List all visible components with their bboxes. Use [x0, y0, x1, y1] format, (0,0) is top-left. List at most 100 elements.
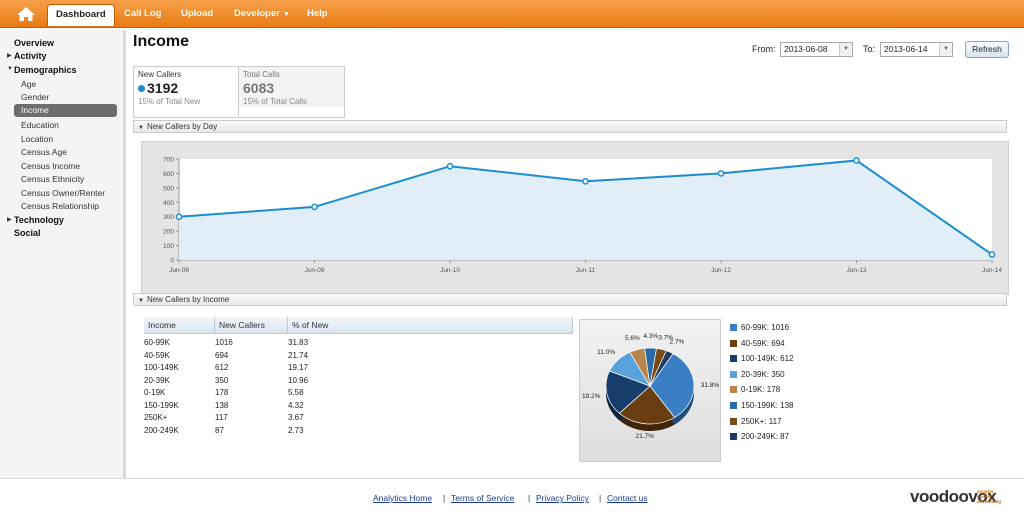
- expand-right-icon[interactable]: ▶: [7, 53, 12, 59]
- kpi-title: New Callers: [138, 70, 182, 79]
- refresh-button[interactable]: Refresh: [965, 41, 1009, 58]
- legend-item[interactable]: 100-149K: 612: [730, 353, 794, 365]
- data-point: [311, 203, 318, 211]
- sidebar-item-census-ethnicity[interactable]: Census Ethnicity: [21, 174, 85, 184]
- tab-upload[interactable]: Upload: [181, 8, 214, 19]
- sidebar-item-age[interactable]: Age: [21, 79, 37, 89]
- y-tick-label: 600: [163, 171, 174, 178]
- legend-label: 20-39K: 350: [741, 369, 785, 379]
- kpi-subtitle: 15% of Total Calls: [243, 97, 307, 106]
- sidebar-item-technology[interactable]: Technology: [14, 215, 64, 225]
- legend-item[interactable]: 40-59K: 694: [730, 338, 785, 350]
- legend-swatch: [730, 324, 737, 331]
- sidebar-item-census-owner-renter[interactable]: Census Owner/Renter: [21, 188, 106, 198]
- table-cell: 117: [215, 413, 228, 422]
- legend-item[interactable]: 200-249K: 87: [730, 431, 789, 443]
- collapse-down-icon[interactable]: ▼: [7, 66, 13, 72]
- footer: Analytics Home | Terms of Service | Priv…: [0, 478, 1024, 514]
- pie-slice-label: 5.6%: [625, 335, 640, 342]
- tab-call-log[interactable]: Call Log: [124, 8, 162, 19]
- sidebar-item-demographics[interactable]: Demographics: [14, 65, 77, 75]
- legend-swatch: [730, 370, 737, 378]
- sidebar-item-census-income[interactable]: Census Income: [21, 161, 81, 171]
- main-content: Income From: 2013-06-08 ▼ To: 2013-06-14…: [129, 30, 1024, 478]
- footer-separator: |: [599, 493, 602, 503]
- column-header-pct-of-new[interactable]: % of New: [288, 317, 573, 334]
- legend-swatch: [730, 339, 737, 347]
- to-date-value: 2013-06-14: [884, 44, 928, 54]
- sidebar-item-census-relationship[interactable]: Census Relationship: [21, 201, 99, 211]
- footer-link-analytics-home[interactable]: Analytics Home: [373, 493, 433, 503]
- pie-slice-label: 4.3%: [643, 333, 658, 340]
- kpi-new-callers[interactable]: New Callers 3192 15% of Total New: [134, 67, 238, 107]
- home-icon[interactable]: [10, 4, 42, 24]
- footer-link-privacy[interactable]: Privacy Policy: [536, 493, 589, 503]
- pie-slice-label: 3.7%: [658, 335, 673, 342]
- column-header-new-callers[interactable]: New Callers: [215, 317, 288, 334]
- x-tick-label: Jun-14: [982, 267, 1002, 274]
- pie-slice-label: 11.0%: [597, 349, 615, 356]
- table-cell: 19.17: [288, 363, 309, 372]
- legend-item[interactable]: 250K+: 117: [730, 416, 782, 428]
- legend-swatch: [730, 402, 737, 409]
- kpi-title: Total Calls: [243, 70, 280, 79]
- legend-item[interactable]: 150-199K: 138: [730, 400, 794, 412]
- table-cell: 1016: [215, 338, 233, 347]
- footer-link-contact[interactable]: Contact us: [607, 493, 648, 503]
- legend-item[interactable]: 0-19K: 178: [730, 384, 780, 396]
- footer-separator: |: [443, 493, 446, 503]
- to-date-select[interactable]: 2013-06-14 ▼: [880, 42, 953, 57]
- chevron-down-icon[interactable]: ▼: [939, 43, 952, 56]
- expand-right-icon[interactable]: ▶: [7, 217, 12, 223]
- sidebar-item-activity[interactable]: Activity: [14, 51, 47, 61]
- pie-slice: [649, 353, 695, 418]
- x-tick-label: Jun-09: [305, 267, 325, 274]
- kpi-value: 6083: [243, 80, 275, 96]
- chevron-down-icon: ▼: [282, 11, 290, 18]
- sidebar-item-overview[interactable]: Overview: [14, 38, 55, 48]
- from-date-select[interactable]: 2013-06-08 ▼: [780, 42, 853, 57]
- tab-dashboard[interactable]: Dashboard: [47, 4, 115, 26]
- section-title: New Callers by Day: [146, 122, 218, 131]
- sidebar-item-location[interactable]: Location: [21, 134, 54, 144]
- chevron-down-icon[interactable]: ▼: [839, 43, 852, 56]
- legend-item[interactable]: 60-99K: 1016: [730, 322, 789, 334]
- y-tick-label: 700: [163, 157, 174, 164]
- sidebar-item-social[interactable]: Social: [14, 228, 41, 238]
- pie-slice: [649, 350, 674, 387]
- y-tick-label: 500: [163, 185, 174, 192]
- table-cell: 4.32: [288, 400, 304, 410]
- table-cell: 612: [215, 363, 229, 372]
- sidebar-item-education[interactable]: Education: [21, 120, 59, 130]
- footer-link-terms[interactable]: Terms of Service: [451, 493, 515, 503]
- kpi-total-calls[interactable]: Total Calls 6083 15% of Total Calls: [239, 67, 344, 107]
- table-cell: 3.67: [288, 413, 304, 422]
- column-header-income[interactable]: Income: [144, 317, 215, 334]
- section-new-callers-by-day[interactable]: ▼ New Callers by Day: [133, 120, 1007, 133]
- sidebar-item-gender[interactable]: Gender: [21, 92, 50, 102]
- line-chart-panel: 0 100 200 300 400 500 600 700 Jun-08 Jun-09 Jun-10…: [141, 141, 1009, 295]
- legend-item[interactable]: 20-39K: 350: [730, 369, 785, 381]
- table-cell: 178: [215, 388, 229, 397]
- table-cell: 5.58: [288, 388, 304, 397]
- line-chart: 0 100 200 300 400 500 600 700 Jun-08 Jun-09 Jun-10…: [163, 157, 1002, 275]
- logo-tagline: smarter mobile advertising: [977, 489, 1002, 504]
- table-cell: 0-19K: [144, 388, 166, 397]
- data-point: [717, 170, 725, 177]
- pie-slice: [618, 385, 676, 425]
- section-new-callers-by-income[interactable]: ▼ New Callers by Income: [133, 293, 1007, 306]
- table-cell: 694: [215, 350, 229, 360]
- table-cell: 20-39K: [144, 375, 170, 385]
- legend-label: 0-19K: 178: [741, 385, 781, 395]
- data-point: [175, 213, 183, 221]
- legend-swatch: [730, 433, 737, 441]
- tab-help[interactable]: Help: [307, 8, 328, 19]
- sidebar: Overview ▶ Activity ▼ Demographics Age G…: [0, 30, 126, 478]
- from-label: From:: [752, 44, 776, 54]
- legend-label: 60-99K: 1016: [741, 323, 790, 332]
- pie-slice-label: 2.7%: [670, 338, 685, 345]
- tab-developer[interactable]: Developer ▼: [234, 8, 290, 19]
- sidebar-item-income[interactable]: Income: [14, 104, 117, 117]
- section-title: New Callers by Income: [146, 295, 230, 304]
- sidebar-item-census-age[interactable]: Census Age: [21, 147, 67, 157]
